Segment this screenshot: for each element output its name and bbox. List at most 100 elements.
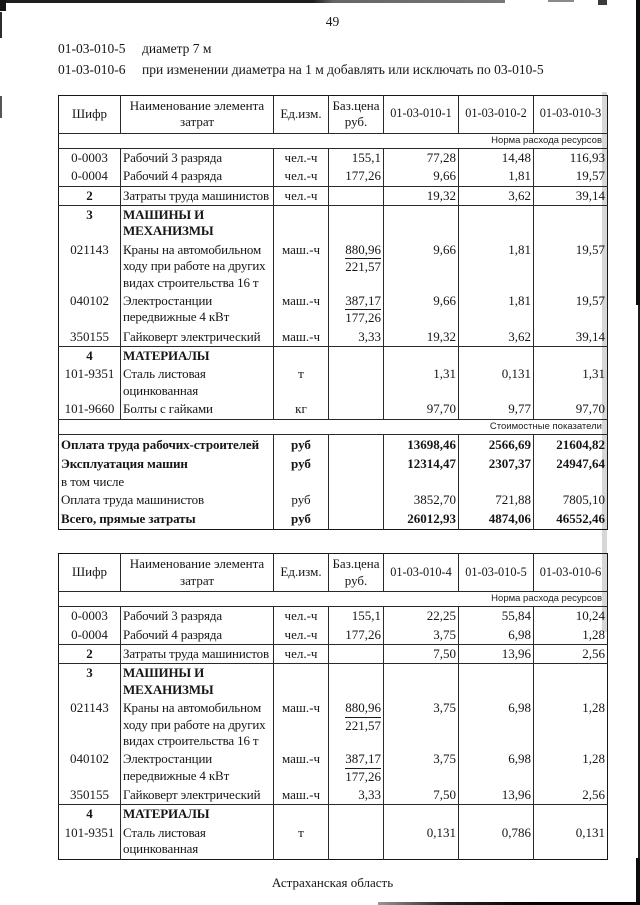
base-price-fraction: 387,17 177,26 [345, 751, 381, 784]
cost-value-cell [458, 473, 534, 491]
name-cell: Сталь листовая оцинкованная [120, 365, 274, 401]
cost-row: в том числе [59, 473, 608, 491]
norm-value-cell: 19,32 [383, 185, 459, 206]
header-row: Шифр Наименование элемента затрат Ед.изм. Б… [58, 95, 608, 134]
norm-text: при изменении диаметра на 1 м добавлять … [142, 61, 544, 77]
norm-value-cell: 39,14 [533, 327, 608, 347]
estimate-table-2: Шифр Наименование элемента затрат Ед.изм. Б… [58, 553, 608, 860]
estimate-table-1: Шифр Наименование элемента затрат Ед.изм. Б… [58, 94, 608, 531]
base-price-cell: 387,17 177,26 [328, 750, 384, 787]
base-price-cell: 880,96 221,57 [328, 699, 384, 751]
header-base-price: Баз.цена руб. [328, 553, 384, 592]
norm-value-cell: 0,131 [458, 365, 534, 401]
cost-unit-cell [273, 473, 329, 491]
cost-value-cell: 2566,69 [458, 434, 534, 455]
section-row: 4 МАТЕРИАЛЫ [58, 804, 608, 824]
header-norm-code: 01-03-010-4 [383, 553, 459, 592]
cost-label-cell: Оплата труда машинистов [61, 491, 205, 507]
unit-cell [273, 804, 329, 824]
cost-unit-cell: руб [273, 434, 329, 455]
norm-band: Норма расхода ресурсов [58, 132, 608, 149]
norm-band-label: Норма расхода ресурсов [58, 590, 608, 608]
name-cell: Краны на автомобильном ходу при работе н… [120, 240, 274, 292]
base-price-cell [328, 365, 384, 401]
base-price-cell: 387,17 177,26 [328, 291, 384, 328]
norm-value-cell [533, 205, 608, 241]
scan-artifact-top-right [598, 0, 607, 5]
cost-value-cell: 2307,37 [458, 454, 534, 474]
base-price-cell [328, 473, 384, 491]
base-price-cell [328, 823, 384, 860]
cost-unit-cell: руб [273, 490, 329, 510]
unit-cell: маш.-ч [273, 327, 329, 347]
norm-value-cell: 9,77 [458, 400, 534, 420]
norm-value-cell [458, 663, 534, 700]
code-cell: 101-9660 [64, 401, 115, 417]
norm-value-cell: 7,50 [383, 786, 459, 805]
unit-cell: маш.-ч [273, 240, 329, 292]
resource-row: 2 Затраты труда машинистов чел.-ч 19,32 3,62… [58, 185, 608, 206]
base-price-cell [328, 454, 384, 474]
base-price-cell [328, 185, 384, 206]
code-cell: 040102 [70, 751, 109, 767]
name-cell: Рабочий 4 разряда [120, 625, 274, 645]
cost-row: Оплата труда машинистов руб 3852,70 721,88 7… [59, 490, 608, 510]
norm-value-cell: 3,62 [458, 327, 534, 347]
norm-value-cell: 6,98 [458, 750, 534, 787]
resource-row: 021143 Краны на автомобильном ходу при ра… [59, 699, 608, 751]
region-footer: Астраханская область [271, 874, 394, 890]
name-cell: Болты с гайками [120, 400, 274, 420]
norm-value-cell: 0,786 [458, 823, 534, 860]
norm-code: 01-03-010-5 [58, 41, 126, 56]
code-cell: 3 [58, 663, 121, 700]
norm-value-cell: 0,131 [533, 823, 608, 860]
resource-row: 350155 Гайковерт электрический маш.-ч 3,33 1… [59, 327, 608, 347]
header-code: Шифр [58, 553, 121, 592]
header-name: Наименование элемента затрат [120, 95, 274, 134]
resource-row: 0-0003 Рабочий 3 разряда чел.-ч 155,1 22,25 5… [59, 606, 608, 626]
unit-cell: маш.-ч [273, 786, 329, 805]
name-cell: Затраты труда машинистов [120, 644, 274, 664]
norm-value-cell: 2,56 [533, 786, 608, 805]
norm-value-cell [533, 804, 608, 824]
norm-value-cell: 9,66 [383, 167, 459, 187]
base-price-cell: 3,33 [328, 786, 384, 805]
cost-value-cell: 13698,46 [383, 434, 459, 455]
norm-value-cell: 19,32 [383, 327, 459, 347]
base-price-cell [328, 804, 384, 824]
norm-value-cell [533, 346, 608, 366]
unit-cell: чел.-ч [273, 167, 329, 187]
unit-cell: маш.-ч [273, 750, 329, 787]
norm-value-cell: 19,57 [533, 291, 608, 328]
header-row: Шифр Наименование элемента затрат Ед.изм. Б… [58, 553, 608, 592]
code-cell: 0-0003 [71, 608, 108, 624]
resource-row: 101-9351 Сталь листовая оцинкованная т 0,13… [59, 823, 608, 860]
unit-cell [273, 346, 329, 366]
code-cell: 021143 [70, 700, 109, 716]
base-price-cell [328, 434, 384, 455]
cost-value-cell: 12314,47 [383, 454, 459, 474]
cost-band-label: Стоимостные показатели [58, 418, 608, 436]
name-cell: МАТЕРИАЛЫ [120, 346, 274, 366]
base-price-fraction: 880,96 221,57 [345, 700, 381, 733]
resource-row: 350155 Гайковерт электрический маш.-ч 3,33 7… [59, 786, 608, 805]
norm-description-line: 01-03-010-5 диаметр 7 м [58, 41, 640, 58]
name-cell: Рабочий 3 разряда [120, 606, 274, 626]
cost-value-cell: 26012,93 [383, 509, 459, 530]
norm-value-cell: 2,56 [533, 644, 608, 664]
base-price-cell [328, 346, 384, 366]
norm-value-cell: 9,66 [383, 240, 459, 292]
norm-band: Норма расхода ресурсов [58, 590, 608, 608]
norm-value-cell: 77,28 [383, 148, 459, 168]
name-cell: Электростанции передвижные 4 кВт [120, 750, 274, 787]
norm-description-line: 01-03-010-6 при изменении диаметра на 1 … [58, 62, 640, 79]
norm-value-cell [383, 804, 459, 824]
header-norm-code: 01-03-010-1 [383, 95, 459, 134]
name-cell: Электростанции передвижные 4 кВт [120, 291, 274, 328]
cost-label-cell: Всего, прямые затраты [61, 511, 196, 527]
header-norm-code: 01-03-010-3 [533, 95, 608, 134]
cost-value-cell: 3852,70 [383, 490, 459, 510]
norm-value-cell: 97,70 [383, 400, 459, 420]
code-cell: 4 [58, 346, 121, 366]
